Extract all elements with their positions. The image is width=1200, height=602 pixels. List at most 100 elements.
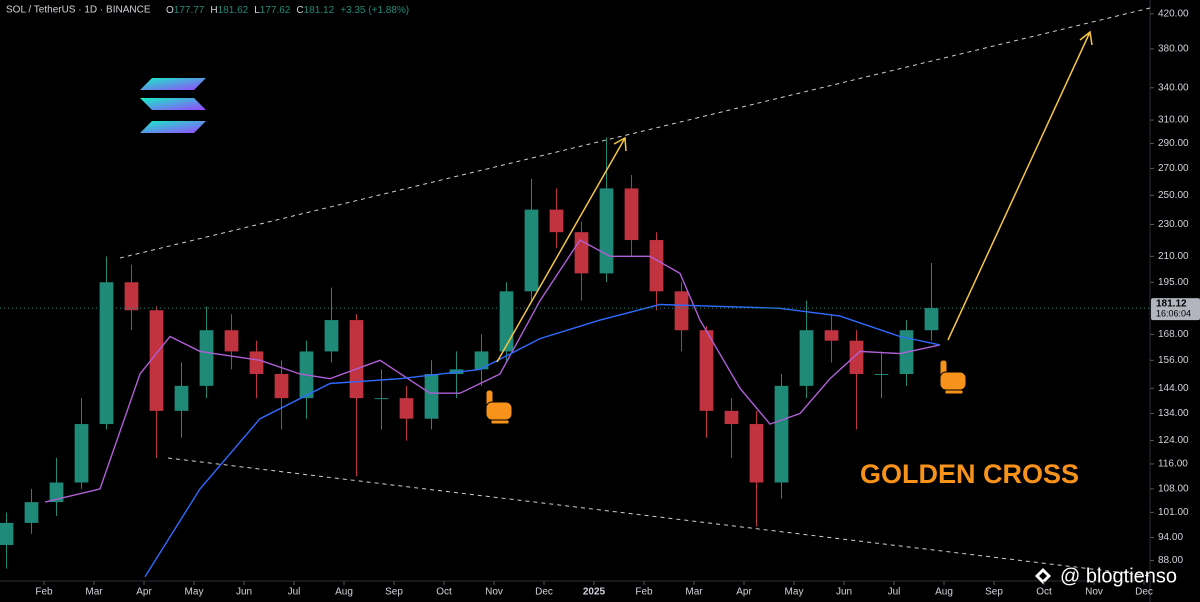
lower-trendline xyxy=(167,457,1151,577)
candle-body xyxy=(149,310,164,411)
candle-body xyxy=(24,502,39,523)
candle-body xyxy=(824,330,839,341)
candle-body xyxy=(199,330,214,386)
candle-body xyxy=(924,308,939,331)
x-tick-label: Nov xyxy=(1085,587,1103,598)
hand-icon xyxy=(939,359,967,395)
candle-body xyxy=(724,410,739,425)
x-tick-label: 2025 xyxy=(583,587,606,598)
logo-bar xyxy=(140,121,206,133)
x-tick-label: Jun xyxy=(236,587,252,598)
x-tick-label: Aug xyxy=(935,587,953,598)
watermark-group: @ blogtienso xyxy=(1035,565,1177,587)
change: +3.35 (+1.88%) xyxy=(340,5,409,16)
x-tick-label: Apr xyxy=(736,587,752,598)
candle-body xyxy=(349,320,364,399)
ohlc-value: 181.62 xyxy=(218,5,249,16)
candle-body xyxy=(524,209,539,292)
x-tick-label: May xyxy=(185,587,204,598)
y-tick-label: 94.00 xyxy=(1158,532,1183,543)
candle-body xyxy=(124,282,139,311)
candle-body xyxy=(549,209,564,233)
x-tick-label: Jul xyxy=(288,587,301,598)
price-tag-value: 181.12 xyxy=(1156,299,1187,310)
candle-body xyxy=(474,351,489,370)
ohlc-label: O xyxy=(166,5,174,16)
x-tick-label: Jul xyxy=(888,587,901,598)
x-tick-label: Mar xyxy=(685,587,703,598)
y-tick-label: 230.00 xyxy=(1158,219,1189,230)
x-tick-label: Feb xyxy=(635,587,653,598)
x-tick-label: Jun xyxy=(836,587,852,598)
solana-logo xyxy=(140,78,206,133)
x-tick-label: Oct xyxy=(1036,587,1052,598)
price-tag-countdown: 16:06:04 xyxy=(1156,308,1191,318)
x-tick-label: Dec xyxy=(535,587,553,598)
y-tick-label: 116.00 xyxy=(1158,459,1188,470)
y-tick-label: 420.00 xyxy=(1158,9,1189,20)
candle-body xyxy=(99,282,114,425)
candle-body xyxy=(574,232,589,274)
logo-bar xyxy=(140,98,206,110)
candle-body xyxy=(74,424,89,483)
candle-body xyxy=(249,351,264,375)
ohlc-value: 177.62 xyxy=(260,5,291,16)
y-tick-label: 310.00 xyxy=(1158,115,1189,126)
y-tick-label: 195.00 xyxy=(1158,277,1189,288)
candle-body xyxy=(699,330,714,411)
projection-arrows xyxy=(496,30,1093,363)
candle-body xyxy=(0,522,14,545)
x-tick-label: Feb xyxy=(35,587,53,598)
y-tick-label: 290.00 xyxy=(1158,138,1189,149)
ohlc-value: 181.12 xyxy=(304,5,335,16)
candle-body xyxy=(499,291,514,352)
price-tag xyxy=(1151,298,1200,321)
candle-body xyxy=(174,385,189,411)
logo-bar xyxy=(140,78,206,90)
candle-body xyxy=(849,340,864,375)
symbol-title: SOL / TetherUS · 1D · BINANCE xyxy=(6,5,151,16)
x-tick-label: Mar xyxy=(85,587,103,598)
watermark: @ blogtienso xyxy=(1060,565,1177,587)
upper-trendline xyxy=(119,7,1151,259)
y-tick-label: 340.00 xyxy=(1158,82,1189,93)
moving-average xyxy=(144,303,941,578)
x-tick-label: Apr xyxy=(136,587,152,598)
ohlc-label: L xyxy=(254,5,260,16)
x-tick-label: May xyxy=(785,587,804,598)
candle-body xyxy=(49,482,64,503)
candle-body xyxy=(799,330,814,386)
y-tick-label: 168.00 xyxy=(1158,329,1189,340)
x-tick-label: Dec xyxy=(1135,587,1153,598)
hand-icons xyxy=(485,359,967,425)
arrow-head xyxy=(1079,30,1093,46)
plot-area xyxy=(0,137,941,578)
annotation: GOLDEN CROSS xyxy=(860,459,1079,489)
y-tick-label: 156.00 xyxy=(1158,355,1189,366)
y-tick-label: 134.00 xyxy=(1158,408,1189,419)
ohlc-label: H xyxy=(210,5,217,16)
y-tick-label: 88.00 xyxy=(1158,555,1183,566)
moving-average xyxy=(44,239,941,503)
candle-body xyxy=(399,398,414,419)
y-tick-label: 144.00 xyxy=(1158,383,1189,394)
ohlc-label: C xyxy=(296,5,303,16)
candle-body xyxy=(624,188,639,241)
y-tick-label: 250.00 xyxy=(1158,190,1189,201)
candle-body xyxy=(649,240,664,292)
x-tick-label: Nov xyxy=(485,587,503,598)
x-tick-label: Sep xyxy=(985,587,1003,598)
candle-body xyxy=(874,374,889,376)
y-tick-label: 380.00 xyxy=(1158,44,1189,55)
candle-body xyxy=(374,398,389,400)
x-tick-label: Oct xyxy=(436,587,452,598)
candle-body xyxy=(424,374,439,419)
y-tick-label: 210.00 xyxy=(1158,251,1189,262)
candle-body xyxy=(599,188,614,274)
hand-icon xyxy=(485,389,513,425)
arrow-head xyxy=(613,136,627,152)
candle-body xyxy=(749,424,764,483)
candle-body xyxy=(674,291,689,331)
